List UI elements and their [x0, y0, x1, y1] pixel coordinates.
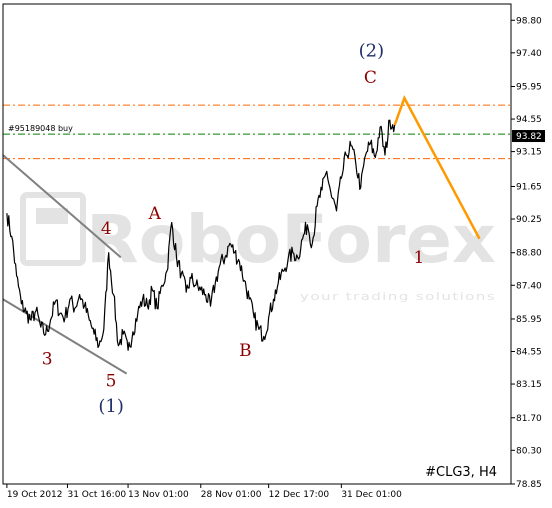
wave-label-4: 4: [101, 219, 112, 239]
wave-label-5: 5: [106, 371, 117, 391]
x-tick-label: 31 Oct 16:00: [67, 490, 126, 500]
price-series-line: [6, 119, 396, 351]
projection-line: [393, 95, 481, 240]
y-tick-label: 78.85: [516, 480, 542, 490]
y-tick-label: 81.70: [516, 414, 542, 424]
y-tick-label: 87.40: [516, 281, 542, 291]
watermark-logo-frame: [20, 192, 86, 266]
wave-label-3: 3: [42, 349, 53, 369]
y-tick-label: 98.80: [516, 16, 542, 26]
y-tick-label: 93.15: [516, 148, 542, 158]
current-price-label: 93.82: [516, 132, 542, 142]
order-label: #95189048 buy: [8, 124, 73, 133]
x-tick-label: 28 Nov 01:00: [201, 490, 262, 500]
wave-label-C: C: [364, 68, 377, 88]
y-tick-label: 83.15: [516, 380, 542, 390]
wave-label-paren-2: (2): [359, 40, 385, 61]
y-tick-label: 94.55: [516, 115, 542, 125]
wave-label-B: B: [239, 341, 252, 361]
watermark-logo-block: [36, 208, 68, 224]
plot-frame: [2, 3, 512, 485]
watermark: RoboForex your trading solutions: [20, 192, 496, 303]
x-tick-label: 31 Dec 01:00: [341, 490, 402, 500]
x-tick-label: 19 Oct 2012: [7, 490, 63, 500]
y-tick-label: 91.65: [516, 182, 542, 192]
watermark-tagline: your trading solutions: [300, 290, 496, 303]
wave-label-A: A: [148, 204, 162, 224]
y-tick-label: 84.55: [516, 348, 542, 358]
channel-line-1: [2, 154, 122, 259]
y-tick-label: 80.30: [516, 446, 542, 456]
y-tick-label: 95.95: [516, 83, 542, 93]
y-tick-label: 85.95: [516, 315, 542, 325]
y-tick-label: 88.80: [516, 249, 542, 259]
y-tick-label: 90.25: [516, 215, 542, 225]
x-tick-label: 12 Dec 17:00: [269, 490, 330, 500]
x-tick-label: 13 Nov 01:00: [128, 490, 189, 500]
symbol-label: #CLG3, H4: [425, 465, 497, 480]
wave-label-1: 1: [413, 248, 424, 268]
watermark-brand: RoboForex: [86, 201, 496, 278]
wave-label-paren-1: (1): [98, 396, 124, 417]
y-tick-label: 97.40: [516, 49, 542, 59]
current-price-tag: [512, 130, 545, 143]
